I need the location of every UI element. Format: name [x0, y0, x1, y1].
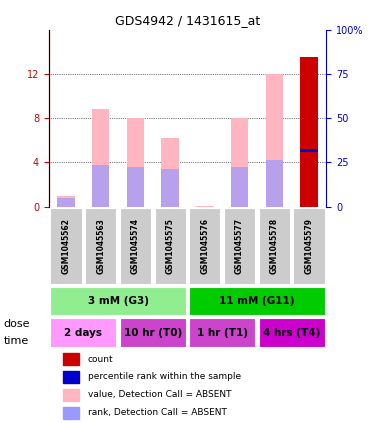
FancyBboxPatch shape	[85, 208, 116, 284]
Bar	[63, 389, 79, 401]
Bar	[127, 167, 144, 206]
Text: 4 hrs (T4): 4 hrs (T4)	[263, 327, 320, 338]
Text: time: time	[4, 335, 29, 346]
Bar	[63, 407, 79, 418]
Text: GSM1045576: GSM1045576	[200, 218, 209, 274]
Bar	[300, 149, 318, 151]
FancyBboxPatch shape	[189, 208, 220, 284]
FancyBboxPatch shape	[51, 319, 116, 347]
FancyBboxPatch shape	[51, 287, 186, 315]
FancyBboxPatch shape	[224, 208, 255, 284]
Bar	[231, 118, 248, 206]
Bar	[300, 57, 318, 206]
Bar	[300, 149, 318, 206]
FancyBboxPatch shape	[259, 208, 290, 284]
Text: GSM1045574: GSM1045574	[131, 218, 140, 274]
Text: GSM1045562: GSM1045562	[62, 218, 70, 274]
FancyBboxPatch shape	[189, 319, 255, 347]
Text: GSM1045563: GSM1045563	[96, 218, 105, 274]
Text: count: count	[88, 355, 113, 364]
Text: GSM1045577: GSM1045577	[235, 218, 244, 274]
Text: 10 hr (T0): 10 hr (T0)	[124, 327, 182, 338]
FancyBboxPatch shape	[120, 319, 186, 347]
Text: dose: dose	[4, 319, 30, 329]
Bar	[162, 138, 179, 206]
Text: GSM1045578: GSM1045578	[270, 218, 279, 274]
Bar	[127, 118, 144, 206]
Text: rank, Detection Call = ABSENT: rank, Detection Call = ABSENT	[88, 408, 226, 417]
Bar	[266, 160, 283, 206]
Bar	[300, 57, 318, 206]
FancyBboxPatch shape	[293, 208, 324, 284]
FancyBboxPatch shape	[154, 208, 186, 284]
Bar	[92, 109, 110, 206]
Text: 2 days: 2 days	[64, 327, 102, 338]
Text: GSM1045575: GSM1045575	[166, 218, 175, 274]
Text: 1 hr (T1): 1 hr (T1)	[196, 327, 248, 338]
FancyBboxPatch shape	[51, 208, 82, 284]
Bar	[92, 165, 110, 206]
Bar	[162, 169, 179, 206]
FancyBboxPatch shape	[259, 319, 324, 347]
Text: 3 mM (G3): 3 mM (G3)	[88, 296, 148, 306]
FancyBboxPatch shape	[189, 287, 324, 315]
Text: value, Detection Call = ABSENT: value, Detection Call = ABSENT	[88, 390, 231, 399]
Bar	[63, 371, 79, 383]
Bar	[63, 354, 79, 365]
Bar	[57, 195, 75, 206]
Bar	[231, 167, 248, 206]
Bar	[266, 74, 283, 206]
Text: GSM1045579: GSM1045579	[304, 218, 313, 274]
FancyBboxPatch shape	[120, 208, 151, 284]
Bar	[57, 198, 75, 206]
Text: 11 mM (G11): 11 mM (G11)	[219, 296, 295, 306]
Text: percentile rank within the sample: percentile rank within the sample	[88, 372, 241, 381]
Title: GDS4942 / 1431615_at: GDS4942 / 1431615_at	[115, 14, 260, 27]
